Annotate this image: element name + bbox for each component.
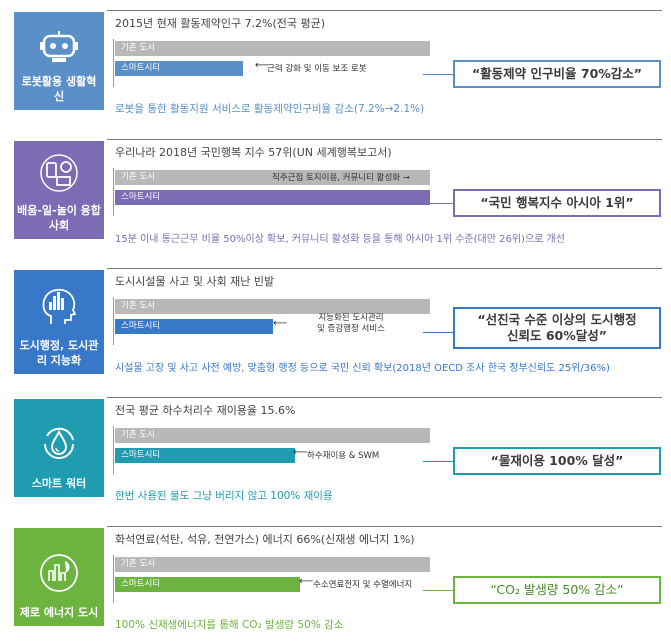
outcome-footer: 15분 이내 통근근무 비율 50%이상 확보, 커뮤니티 활성화 등을 통해 … bbox=[115, 234, 565, 245]
goal-connector bbox=[423, 590, 453, 591]
category-badge: 배움-일-놀이 융합사회 bbox=[14, 141, 104, 239]
bar-smart-city: 스마트시티 bbox=[115, 577, 300, 592]
current-status-headline: 전국 평균 하수처리수 재이용율 15.6% bbox=[115, 404, 296, 417]
improvement-note: 하수재이용 & SWM bbox=[307, 451, 380, 461]
bar-smart-city: 스마트시티 bbox=[115, 190, 430, 205]
category-title: 로봇활용 생활혁신 bbox=[21, 75, 97, 103]
improvement-note: 지능화된 도시관리 및 증강행정 서비스 bbox=[317, 313, 385, 334]
robot-icon bbox=[39, 30, 79, 74]
bar-bracket bbox=[113, 39, 118, 87]
goal-connector bbox=[423, 461, 453, 462]
outcome-footer: 한번 사용된 물도 그냥 버리지 않고 100% 재이용 bbox=[115, 490, 333, 502]
goal-connector bbox=[423, 203, 453, 204]
category-title: 제로 에너지 도시 bbox=[19, 606, 99, 619]
improvement-note: 수소연료전지 및 수열에너지 bbox=[313, 580, 413, 590]
bar-bracket bbox=[113, 555, 118, 603]
arrow-icon: ⟵ bbox=[299, 576, 314, 587]
category-title: 배움-일-놀이 융합사회 bbox=[17, 204, 101, 232]
goal-callout: “물재이용 100% 달성” bbox=[453, 447, 661, 475]
zero-energy-icon bbox=[37, 551, 81, 605]
category-title: 도시행정, 도시관리 지능화 bbox=[19, 339, 99, 367]
goal-callout: “국민 행복지수 아시아 1위” bbox=[453, 189, 661, 217]
goal-row-1: 로봇활용 생활혁신 2015년 현재 활동제약인구 7.2%(전국 평균) 기존 도… bbox=[0, 8, 671, 123]
current-status-headline: 2015년 현재 활동제약인구 7.2%(전국 평균) bbox=[115, 17, 326, 30]
bar-existing-city: 기존 도시 bbox=[115, 428, 430, 443]
category-badge: 도시행정, 도시관리 지능화 bbox=[14, 270, 104, 374]
goal-callout: “CO₂ 발생량 50% 감소” bbox=[453, 576, 661, 604]
category-title: 스마트 워터 bbox=[31, 477, 87, 490]
outcome-footer: 로봇을 통한 활동지원 서비스로 활동제약인구비율 감소(7.2%→2.1%) bbox=[115, 103, 425, 115]
outcome-footer: 시설물 고장 및 사고 사전 예방, 맞춤형 행정 등으로 국민 신뢰 확보(2… bbox=[115, 363, 610, 374]
current-status-headline: 화석연료(석탄, 석유, 천연가스) 에너지 66%(신재생 에너지 1%) bbox=[115, 533, 415, 546]
arrow-icon: ⟵ bbox=[255, 60, 270, 71]
improvement-note: 근력 강화 및 이동 보조 로봇 bbox=[267, 64, 367, 74]
goal-panel: 화석연료(석탄, 석유, 천연가스) 에너지 66%(신재생 에너지 1%) 기존… bbox=[107, 526, 662, 637]
goal-connector bbox=[423, 74, 453, 75]
goal-connector bbox=[423, 332, 453, 333]
current-status-headline: 도시시설물 사고 및 사회 재난 빈발 bbox=[115, 275, 275, 288]
bar-smart-city: 스마트시티 bbox=[115, 448, 295, 463]
devices-icon bbox=[37, 153, 81, 203]
improvement-note: 직주근접 토지이용, 커뮤니티 활성화 → bbox=[272, 173, 410, 183]
bar-existing-city: 기존 도시 bbox=[115, 41, 430, 56]
goal-row-2: 배움-일-놀이 융합사회 우리나라 2018년 국민행복 지수 57위(UN 세계… bbox=[0, 137, 671, 252]
category-badge: 스마트 워터 bbox=[14, 399, 104, 497]
goal-callout: “활동제약 인구비율 70%감소” bbox=[453, 60, 661, 88]
current-status-headline: 우리나라 2018년 국민행복 지수 57위(UN 세계행복보고서) bbox=[115, 146, 392, 159]
water-drop-icon bbox=[37, 422, 81, 476]
category-badge: 제로 에너지 도시 bbox=[14, 528, 104, 626]
bar-bracket bbox=[113, 168, 118, 216]
arrow-icon: ⟵ bbox=[293, 447, 308, 458]
bar-smart-city: 스마트시티 bbox=[115, 319, 273, 334]
goal-callout: “선진국 수준 이상의 도시행정 신뢰도 60%달성” bbox=[453, 307, 661, 349]
head-city-icon bbox=[37, 284, 81, 338]
bar-smart-city: 스마트시티 bbox=[115, 61, 243, 76]
arrow-icon: ⟵ bbox=[273, 318, 288, 329]
bar-existing-city: 기존 도시 bbox=[115, 299, 430, 314]
bar-existing-city: 기존 도시 bbox=[115, 170, 430, 185]
category-badge: 로봇활용 생활혁신 bbox=[14, 12, 104, 110]
bar-existing-city: 기존 도시 bbox=[115, 557, 430, 572]
outcome-footer: 100% 신재생에너지를 통해 CO₂ 발생량 50% 감소 bbox=[115, 619, 344, 631]
bar-bracket bbox=[113, 426, 118, 474]
goal-row-5: 제로 에너지 도시 화석연료(석탄, 석유, 천연가스) 에너지 66%(신재생 … bbox=[0, 524, 671, 639]
bar-bracket bbox=[113, 297, 118, 345]
